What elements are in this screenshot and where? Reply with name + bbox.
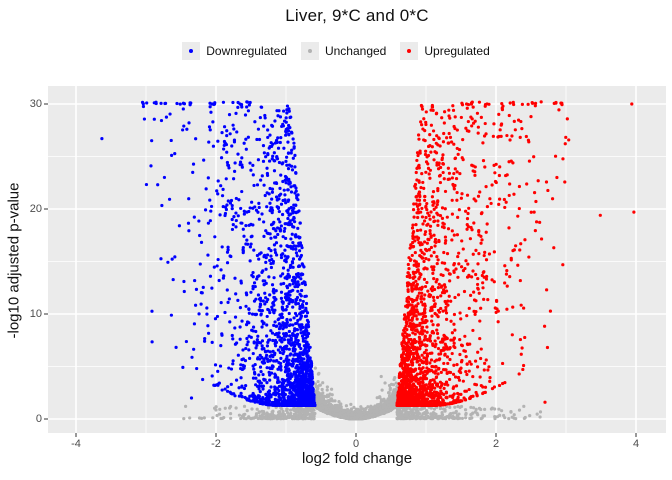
x-tick-label: 0: [352, 438, 360, 450]
legend-key-box: [300, 42, 319, 60]
legend-label: Downregulated: [206, 44, 287, 58]
y-tick-label: 10: [29, 308, 42, 320]
legend-item-unchanged: Unchanged: [300, 42, 387, 60]
legend: Downregulated Unchanged Upregulated: [0, 42, 672, 60]
y-tick-label: 0: [35, 413, 42, 425]
legend-label: Unchanged: [324, 44, 387, 58]
y-tick-label: 30: [29, 98, 42, 110]
unchanged-dot-icon: [307, 49, 312, 53]
legend-label: Upregulated: [424, 44, 490, 58]
y-axis-title: -log10 adjusted p-value: [5, 182, 23, 339]
legend-key-box: [182, 42, 201, 60]
y-tick-label: 20: [29, 203, 42, 215]
legend-item-downregulated: Downregulated: [182, 42, 287, 60]
x-tick-label: 2: [492, 438, 500, 450]
x-tick-label: -4: [71, 438, 81, 450]
downregulated-dot-icon: [189, 49, 194, 53]
x-axis-title: log2 fold change: [301, 450, 413, 467]
legend-key-box: [400, 42, 419, 60]
x-tick-label: 4: [632, 438, 640, 450]
legend-item-upregulated: Upregulated: [400, 42, 490, 60]
x-tick-label: -2: [211, 438, 221, 450]
chart-title: Liver, 9*C and 0*C: [285, 6, 429, 25]
upregulated-dot-icon: [407, 49, 412, 53]
